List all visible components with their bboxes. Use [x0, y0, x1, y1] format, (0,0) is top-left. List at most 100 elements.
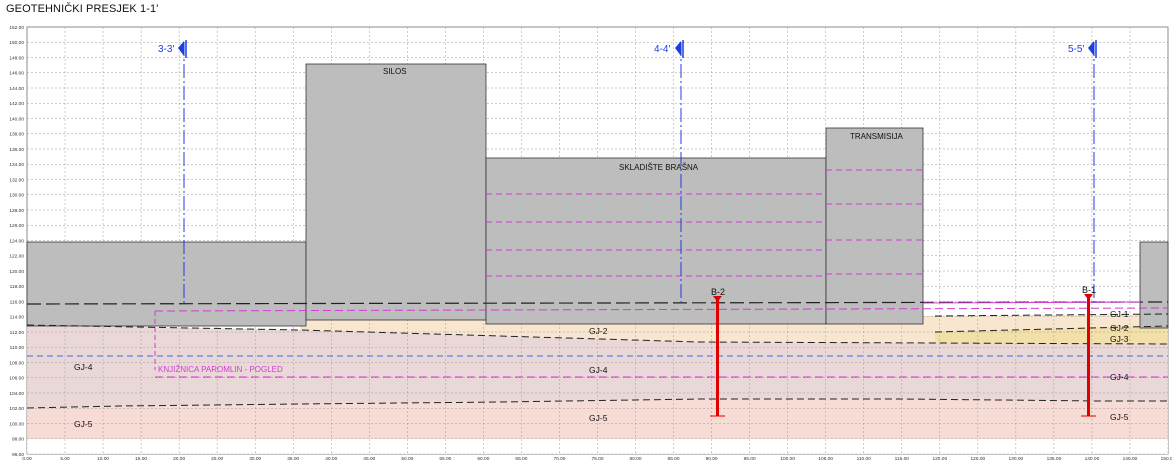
borehole-b1 [1081, 294, 1096, 417]
y-tick-label: 96.00 [12, 452, 24, 458]
section-label-5: 5-5' [1068, 44, 1084, 55]
y-tick-label: 130.00 [9, 193, 24, 199]
x-tick-label: 40.00 [325, 456, 337, 462]
y-tick-label: 140.00 [9, 116, 24, 122]
x-tick-label: 120.00 [932, 456, 947, 462]
x-tick-label: 150.00 [1161, 456, 1172, 462]
borehole-b2 [710, 296, 725, 417]
y-tick-label: 102.00 [9, 406, 24, 412]
y-tick-label: 116.00 [10, 299, 25, 305]
x-tick-label: 110.00 [857, 456, 872, 462]
y-tick-label: 114.00 [10, 315, 25, 321]
x-tick-label: 0.00 [22, 456, 32, 462]
building-right [1139, 241, 1169, 329]
x-tick-label: 20.00 [173, 456, 185, 462]
y-tick-label: 110.00 [10, 345, 25, 351]
y-tick-label: 152.00 [9, 25, 24, 31]
x-tick-label: 145.00 [1123, 456, 1138, 462]
y-tick-label: 128.00 [9, 208, 24, 214]
base-band [27, 439, 1168, 454]
paromlin-label: KNJIŽNICA PAROMLIN - POGLED [158, 365, 283, 374]
x-tick-label: 115.00 [895, 456, 910, 462]
floor-levels [486, 169, 923, 277]
x-tick-label: 100.00 [780, 456, 795, 462]
page-title: GEOTEHNIČKI PRESJEK 1-1' [6, 3, 159, 15]
y-axis: 96.00 98.00 100.00 102.00 104.00 106.00 108.00… [9, 25, 24, 458]
boundary-gj1 [934, 313, 1169, 317]
x-tick-label: 60.00 [477, 456, 489, 462]
gj4-label-left: GJ-4 [74, 362, 93, 372]
gj5-label-left: GJ-5 [74, 419, 93, 429]
gj5-label-right: GJ-5 [1110, 412, 1129, 422]
y-tick-label: 126.00 [9, 223, 24, 229]
y-tick-label: 134.00 [9, 162, 24, 168]
section-label-4: 4-4' [654, 44, 670, 55]
y-tick-label: 104.00 [9, 391, 24, 397]
y-tick-label: 148.00 [9, 55, 24, 61]
x-tick-label: 125.00 [970, 456, 985, 462]
x-tick-label: 45.00 [363, 456, 375, 462]
x-tick-label: 130.00 [1009, 456, 1024, 462]
y-tick-label: 150.00 [9, 40, 24, 46]
gj2-label-right: GJ-2 [1110, 323, 1129, 333]
gj1-label: GJ-1 [1110, 309, 1129, 319]
y-tick-label: 100.00 [9, 421, 24, 427]
gj4-label-center: GJ-4 [589, 365, 608, 375]
x-tick-label: 35.00 [287, 456, 299, 462]
borehole-label-b2: B-2 [711, 287, 725, 297]
terrain-line-right [922, 301, 1141, 304]
building-skladiste [485, 157, 827, 325]
x-tick-label: 140.00 [1085, 456, 1100, 462]
y-tick-label: 98.00 [12, 437, 24, 443]
x-tick-label: 55.00 [439, 456, 451, 462]
borehole-label-b1: B-1 [1082, 285, 1096, 295]
boundary-gj5-top [26, 398, 1168, 409]
x-tick-label: 105.00 [818, 456, 833, 462]
silos-label: SILOS [383, 67, 407, 76]
y-tick-label: 146.00 [9, 71, 24, 77]
x-tick-label: 135.00 [1047, 456, 1062, 462]
skladiste-label: SKLADIŠTE BRAŠNA [619, 163, 699, 172]
y-tick-label: 144.00 [9, 86, 24, 92]
section-marker-3 [178, 40, 187, 306]
y-tick-label: 108.00 [9, 360, 24, 366]
layer-gj4 [27, 325, 1168, 408]
boundary-gj2-top [26, 324, 1169, 345]
x-tick-label: 85.00 [668, 456, 680, 462]
x-tick-label: 15.00 [135, 456, 147, 462]
gj5-label-center: GJ-5 [589, 413, 608, 423]
gj2-label-center: GJ-2 [589, 326, 608, 336]
section-marker-4 [675, 40, 684, 306]
building-left [26, 241, 307, 327]
x-tick-label: 90.00 [706, 456, 718, 462]
y-tick-label: 136.00 [9, 147, 24, 153]
y-tick-label: 106.00 [9, 376, 24, 382]
x-tick-label: 5.00 [60, 456, 70, 462]
x-tick-label: 70.00 [553, 456, 565, 462]
transmisija-label: TRANSMISIJA [850, 132, 904, 141]
y-tick-label: 112.00 [10, 330, 25, 336]
building-silos [305, 63, 487, 321]
y-tick-label: 120.00 [9, 269, 24, 275]
boundary-gj3 [934, 325, 1169, 333]
paromlin-level [154, 307, 1169, 312]
y-tick-label: 122.00 [9, 254, 24, 260]
x-tick-label: 50.00 [401, 456, 413, 462]
x-axis: 0.00 5.00 10.00 15.00 20.00 25.00 30.00 35.00 40… [22, 456, 1172, 462]
y-tick-label: 118.00 [10, 284, 25, 290]
x-tick-label: 80.00 [630, 456, 642, 462]
y-tick-label: 124.00 [9, 238, 24, 244]
section-label-3: 3-3' [158, 44, 174, 55]
building-transmisija [825, 127, 924, 325]
x-tick-label: 30.00 [249, 456, 261, 462]
x-tick-label: 95.00 [744, 456, 756, 462]
gj4-label-right: GJ-4 [1110, 372, 1129, 382]
x-tick-label: 25.00 [211, 456, 223, 462]
gj3-label: GJ-3 [1110, 334, 1129, 344]
section-marker-5 [1088, 40, 1097, 306]
y-tick-label: 138.00 [9, 132, 24, 138]
x-tick-label: 65.00 [515, 456, 527, 462]
x-tick-label: 10.00 [97, 456, 109, 462]
y-tick-label: 132.00 [9, 177, 24, 183]
